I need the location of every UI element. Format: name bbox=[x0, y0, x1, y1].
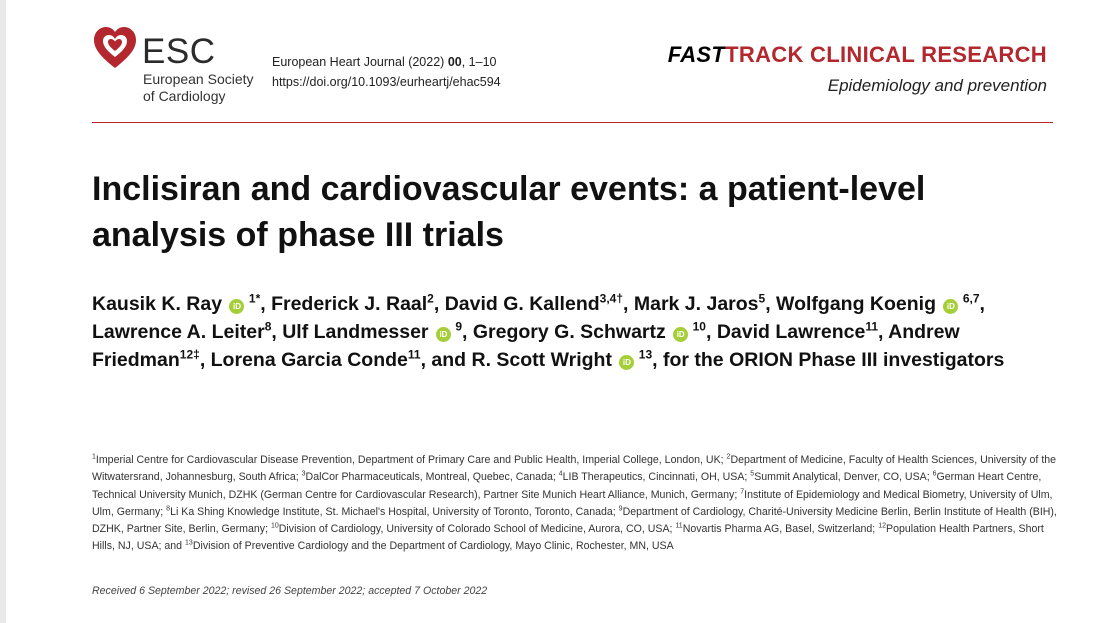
author-affiliation-marker: 6,7 bbox=[962, 291, 980, 306]
author-name[interactable]: , Ulf Landmesser bbox=[271, 321, 429, 343]
fast-label: FAST bbox=[667, 42, 726, 67]
affiliation-text: German Heart Centre, Technical Universit… bbox=[92, 471, 1042, 501]
logo-abbreviation: ESC bbox=[142, 32, 216, 71]
author-affiliation-marker: 11 bbox=[865, 319, 878, 334]
author-affiliation-marker: 5 bbox=[758, 291, 766, 306]
fast-track-banner: FASTTRACK CLINICAL RESEARCH bbox=[668, 42, 1047, 68]
author-name[interactable]: Kausik K. Ray bbox=[92, 293, 223, 315]
affiliation-number: 9 bbox=[618, 505, 623, 513]
orcid-icon[interactable]: iD bbox=[943, 299, 959, 314]
affiliation-number: 10 bbox=[270, 522, 279, 530]
orcid-icon[interactable]: iD bbox=[435, 327, 451, 342]
affiliation-number: 12 bbox=[878, 522, 886, 530]
affiliation-text: Department of Medicine, Faculty of Healt… bbox=[92, 454, 1057, 484]
author-name[interactable]: , Wolfgang Koenig bbox=[765, 293, 936, 315]
author-name[interactable]: , Lorena Garcia Conde bbox=[199, 349, 408, 371]
affiliation-text: DalCor Pharmaceuticals, Montreal, Quebec… bbox=[305, 471, 559, 484]
affiliation-text: Imperial Centre for Cardiovascular Disea… bbox=[95, 454, 727, 466]
affiliations: 1Imperial Centre for Cardiovascular Dise… bbox=[92, 452, 1060, 556]
author-affiliation-marker: 13 bbox=[638, 347, 653, 362]
author-affiliation-marker: 11 bbox=[407, 347, 421, 362]
journal-pages: , 1–10 bbox=[461, 55, 497, 69]
journal-issue: European Heart Journal (2022) 00, 1–10 bbox=[272, 52, 501, 72]
author-name[interactable]: , David Lawrence bbox=[705, 321, 866, 343]
author-name[interactable]: , Frederick J. Raal bbox=[260, 293, 428, 315]
page-left-edge bbox=[0, 0, 6, 623]
author-name[interactable]: , Lawrence A. Leiter bbox=[92, 293, 985, 343]
author-affiliation-marker: 12‡ bbox=[179, 347, 200, 362]
affiliation-number: 7 bbox=[740, 488, 745, 496]
article-page: ESC European Society of Cardiology Europ… bbox=[6, 0, 1105, 623]
journal-name: European Heart Journal (2022) bbox=[272, 55, 445, 69]
affiliation-text: Division of Cardiology, University of Co… bbox=[278, 523, 676, 536]
logo-society-line1: European Society bbox=[143, 71, 254, 87]
header-divider bbox=[92, 122, 1053, 123]
article-title: Inclisiran and cardiovascular events: a … bbox=[92, 170, 926, 254]
affiliation-number: 6 bbox=[932, 470, 937, 478]
logo-society-line2: of Cardiology bbox=[143, 88, 226, 104]
author-list: Kausik K. Ray iD 1*, Frederick J. Raal2,… bbox=[92, 290, 1052, 374]
author-affiliation-marker: 10 bbox=[692, 319, 706, 334]
author-name[interactable]: , and R. Scott Wright bbox=[420, 349, 612, 371]
affiliation-text: LIB Therapeutics, Cincinnati, OH, USA; bbox=[562, 471, 751, 484]
orcid-icon[interactable]: iD bbox=[673, 327, 689, 342]
heart-logo-icon bbox=[94, 27, 136, 68]
track-label: TRACK CLINICAL RESEARCH bbox=[725, 42, 1047, 67]
affiliation-number: 5 bbox=[750, 470, 755, 478]
author-list-tail: , for the ORION Phase III investigators bbox=[652, 349, 1005, 371]
doi-link[interactable]: https://doi.org/10.1093/eurheartj/ehac59… bbox=[272, 75, 501, 89]
affiliation-text: Department of Cardiology, Charité-Univer… bbox=[92, 505, 1057, 536]
affiliation-text: Novartis Pharma AG, Basel, Switzerland; bbox=[682, 523, 879, 536]
affiliation-number: 1 bbox=[92, 453, 96, 461]
affiliation-number: 4 bbox=[558, 470, 563, 478]
affiliation-number: 3 bbox=[301, 470, 306, 478]
article-section: Epidemiology and prevention bbox=[827, 76, 1047, 95]
affiliation-number: 13 bbox=[185, 539, 193, 547]
author-name[interactable]: , David G. Kallend bbox=[433, 293, 600, 315]
journal-volume: 00 bbox=[447, 55, 462, 69]
author-affiliation-marker: 8 bbox=[264, 319, 272, 334]
affiliation-text: Summit Analytical, Denver, CO, USA; bbox=[754, 471, 933, 484]
author-name[interactable]: , Mark J. Jaros bbox=[623, 293, 759, 315]
author-affiliation-marker: 2 bbox=[427, 291, 434, 306]
affiliation-text: Population Health Partners, Short Hills,… bbox=[92, 523, 1044, 553]
received-dates: Received 6 September 2022; revised 26 Se… bbox=[92, 585, 488, 597]
author-name[interactable]: , Andrew Friedman bbox=[92, 321, 960, 371]
affiliation-number: 11 bbox=[675, 522, 683, 530]
affiliation-number: 8 bbox=[166, 505, 171, 513]
affiliation-text: Li Ka Shing Knowledge Institute, St. Mic… bbox=[170, 505, 619, 518]
author-affiliation-marker: 9 bbox=[455, 319, 463, 334]
author-affiliation-marker: 3,4† bbox=[599, 291, 624, 306]
affiliation-text: Division of Preventive Cardiology and th… bbox=[192, 540, 674, 553]
author-affiliation-marker: 1* bbox=[248, 291, 261, 306]
affiliation-number: 2 bbox=[726, 453, 731, 461]
orcid-icon[interactable]: iD bbox=[619, 355, 635, 370]
journal-citation: European Heart Journal (2022) 00, 1–10 h… bbox=[272, 52, 501, 92]
orcid-icon[interactable]: iD bbox=[229, 299, 245, 314]
author-name[interactable]: , Gregory G. Schwartz bbox=[462, 321, 666, 343]
affiliation-text: Institute of Epidemiology and Medical Bi… bbox=[92, 488, 1053, 518]
